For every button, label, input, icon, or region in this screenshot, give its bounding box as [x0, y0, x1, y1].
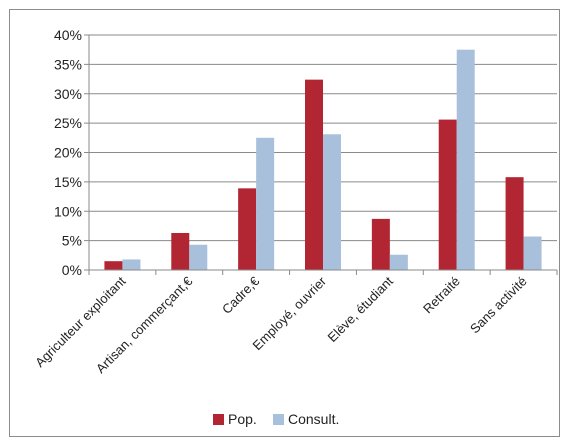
legend: Pop. Consult.	[213, 411, 339, 427]
y-tick-label: 30%	[54, 86, 82, 102]
bar-consult	[523, 236, 542, 270]
bar-consult	[456, 49, 475, 270]
legend-label: Pop.	[228, 411, 257, 427]
y-tick-label: 10%	[54, 203, 82, 219]
y-tick-label: 25%	[54, 115, 82, 131]
y-tick-label: 15%	[54, 174, 82, 190]
y-axis-ticks: 0% 5% 10% 15% 20% 25% 30% 35% 40%	[54, 27, 90, 278]
y-tick-label: 35%	[54, 56, 82, 72]
legend-label: Consult.	[288, 411, 339, 427]
x-category-label: Elève, étudiant	[325, 273, 397, 345]
bar-pop	[438, 119, 457, 270]
bar-consult	[122, 259, 141, 270]
bar-consult	[256, 137, 275, 270]
bar-pop	[505, 177, 524, 270]
bars	[104, 49, 542, 271]
bar-consult	[323, 134, 341, 270]
bar-consult	[189, 244, 208, 270]
legend-swatch	[273, 414, 284, 425]
y-tick-label: 0%	[62, 262, 82, 278]
y-tick-label: 40%	[54, 27, 82, 43]
x-category-label: Employé, ouvrier	[250, 273, 330, 353]
bar-pop	[305, 79, 323, 271]
y-tick-label: 20%	[54, 145, 82, 161]
x-category-label: Cadre,€	[219, 273, 263, 317]
bar-consult	[389, 254, 408, 270]
bar-pop	[371, 218, 390, 270]
y-tick-label: 5%	[62, 233, 82, 249]
bar-pop	[238, 188, 257, 270]
bar-pop	[171, 232, 190, 270]
x-category-label: Sans activité	[467, 274, 530, 337]
x-axis-ticks	[88, 270, 558, 275]
x-category-label: Retraité	[420, 274, 463, 317]
legend-swatch	[213, 414, 224, 425]
bar-pop	[104, 261, 123, 270]
